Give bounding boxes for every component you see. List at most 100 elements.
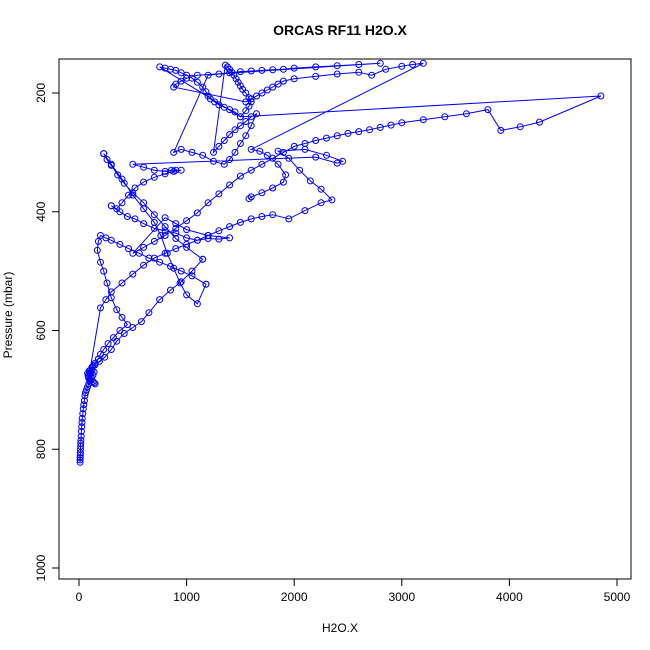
data-point: [312, 153, 320, 161]
data-point: [172, 220, 180, 228]
data-point: [245, 195, 253, 203]
data-point: [409, 61, 417, 68]
data-point: [220, 160, 228, 168]
data-point: [323, 134, 330, 142]
y-tick-label: 1000: [34, 554, 48, 581]
data-point: [204, 235, 212, 242]
data-point: [247, 145, 255, 153]
data-point: [140, 243, 148, 251]
data-point: [376, 123, 384, 131]
data-point: [242, 107, 250, 115]
data-point: [253, 110, 260, 118]
data-series: [76, 59, 605, 466]
x-axis-label: H2O.X: [322, 621, 358, 635]
data-point: [140, 261, 148, 269]
data-point: [80, 401, 88, 409]
data-point: [366, 126, 373, 134]
data-point: [282, 171, 290, 179]
data-point: [107, 346, 115, 353]
data-point: [84, 383, 92, 391]
data-point: [167, 262, 174, 270]
data-point: [376, 59, 384, 67]
data-point: [123, 213, 131, 220]
data-point: [177, 166, 185, 174]
data-point: [83, 386, 90, 394]
data-point: [161, 214, 169, 222]
data-point: [210, 157, 217, 165]
data-point: [188, 74, 196, 82]
data-point: [221, 61, 229, 69]
data-point: [78, 414, 86, 422]
data-point: [77, 439, 85, 447]
data-point: [113, 306, 121, 314]
data-point: [193, 209, 201, 217]
x-tick-label: 3000: [388, 590, 415, 604]
data-point: [355, 128, 363, 136]
y-axis-label: Pressure (mbar): [1, 272, 15, 359]
data-point: [333, 159, 341, 167]
data-point: [183, 226, 191, 234]
data-point: [516, 123, 524, 131]
data-point: [129, 160, 137, 168]
data-point: [77, 427, 85, 435]
data-point: [170, 167, 178, 175]
data-point: [167, 286, 174, 294]
data-point: [215, 190, 223, 198]
data-point: [129, 270, 137, 278]
data-point: [387, 121, 395, 129]
data-point: [247, 193, 255, 201]
data-point: [355, 68, 363, 76]
x-tick-label: 1000: [173, 590, 200, 604]
data-point: [104, 340, 112, 348]
data-point: [398, 62, 406, 70]
y-tick-label: 800: [34, 439, 48, 459]
data-point: [125, 191, 132, 199]
data-point: [258, 66, 266, 74]
data-point: [306, 177, 314, 185]
data-point: [183, 291, 191, 299]
data-point: [279, 65, 287, 73]
data-point: [172, 235, 180, 242]
data-point: [86, 369, 94, 377]
data-point: [161, 167, 169, 175]
data-point: [85, 374, 93, 382]
data-point: [97, 258, 104, 266]
data-point: [484, 106, 492, 114]
data-point: [220, 137, 228, 144]
data-point: [247, 166, 255, 174]
data-point: [224, 63, 231, 71]
data-point: [183, 243, 191, 251]
data-point: [279, 77, 287, 85]
data-point: [247, 215, 255, 223]
data-point: [172, 229, 180, 237]
data-point: [107, 160, 115, 168]
data-point: [242, 118, 250, 125]
data-point: [355, 61, 363, 68]
x-tick-label: 2000: [281, 590, 308, 604]
data-point: [183, 74, 191, 82]
data-point: [156, 296, 164, 304]
data-point: [90, 379, 98, 387]
plot-frame: [58, 58, 632, 580]
data-point: [536, 118, 543, 126]
data-point: [145, 254, 153, 262]
data-point: [215, 227, 223, 235]
data-point: [78, 423, 86, 431]
data-point: [107, 288, 115, 296]
data-point: [172, 66, 180, 74]
data-point: [116, 208, 124, 216]
data-point: [226, 69, 234, 77]
data-point: [236, 122, 244, 130]
data-point: [150, 173, 158, 181]
data-point: [234, 78, 242, 86]
data-point: [118, 199, 126, 207]
data-point: [333, 132, 341, 140]
data-point: [94, 237, 102, 245]
data-point: [172, 224, 180, 232]
data-point: [170, 148, 178, 156]
data-point: [204, 232, 212, 239]
data-point: [210, 148, 217, 156]
data-point: [80, 397, 88, 405]
data-point: [114, 171, 122, 179]
